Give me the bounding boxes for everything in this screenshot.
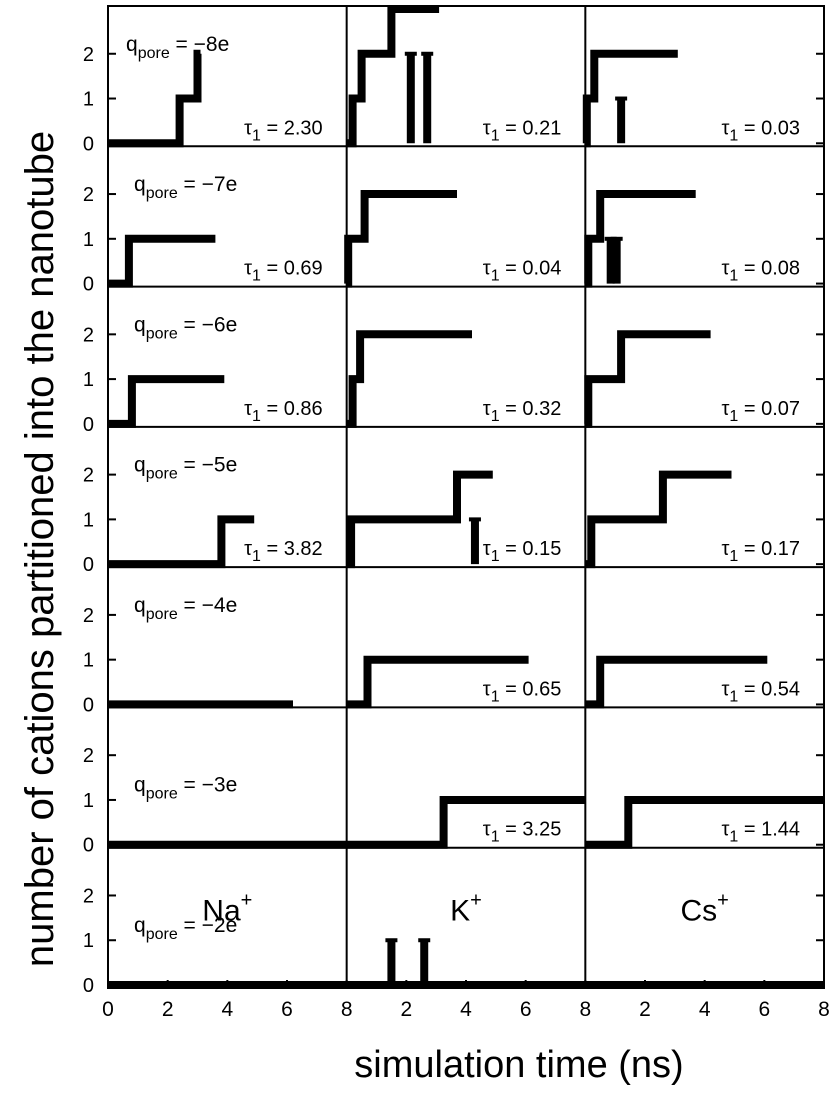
x-tick-label: 8	[818, 998, 830, 1021]
step-trace	[582, 49, 678, 148]
panel-annotations: τ1 = 2.30 τ1 = 0.21 τ1 = 0.03 qpore = −8e τ1…	[124, 31, 802, 945]
step-trace	[108, 49, 202, 148]
charge-label: qpore = −7e	[134, 173, 237, 202]
charge-label: qpore = −6e	[134, 313, 237, 342]
step-trace	[585, 470, 732, 569]
tau-label: τ1 = 1.44	[721, 819, 800, 846]
tau-label: τ1 = 0.04	[483, 258, 562, 285]
step-trace	[346, 5, 440, 148]
tau-label: τ1 = 0.15	[483, 538, 562, 565]
step-trace	[108, 515, 255, 569]
y-tick-label: 2	[83, 324, 94, 346]
y-tick-label: 2	[83, 44, 94, 66]
step-trace	[344, 190, 457, 288]
tau-label: τ1 = 3.25	[483, 819, 562, 846]
tau-label: τ1 = 3.82	[244, 538, 323, 565]
charge-label: qpore = −5e	[134, 454, 237, 483]
step-traces	[108, 5, 824, 989]
step-trace	[346, 796, 586, 849]
step-trace	[584, 190, 696, 288]
step-trace	[346, 330, 472, 428]
y-tick-label: 0	[83, 694, 94, 716]
charge-label: qpore = −2e	[134, 914, 237, 943]
tau-label: τ1 = 0.17	[721, 538, 800, 565]
y-tick-label: 1	[83, 229, 94, 251]
charge-label: qpore = −4e	[134, 594, 237, 623]
y-tick-label: 0	[83, 835, 94, 857]
y-tick-label: 0	[83, 414, 94, 436]
tau-label: τ1 = 0.03	[721, 117, 800, 144]
step-trace	[346, 655, 529, 709]
tau-label: τ1 = 0.08	[721, 258, 800, 285]
step-trace	[108, 375, 225, 428]
axes: 0 1 2 0 1 2 0 1 2 0 1 2 0 1 2 0 1 2 0 1 2 0 2 4 6 8 2 4 6 8 2 4 6 8	[83, 44, 830, 1021]
y-tick-label: 1	[83, 790, 94, 812]
tau-label: τ1 = 0.54	[721, 678, 800, 705]
y-tick-label: 2	[83, 885, 94, 907]
tau-label: τ1 = 0.86	[244, 398, 323, 425]
x-tick-label: 4	[460, 998, 472, 1021]
x-tick-label: 2	[162, 998, 174, 1021]
y-tick-label: 0	[83, 133, 94, 155]
ion-label-cs: Cs+	[680, 890, 728, 928]
y-tick-label: 1	[83, 369, 94, 391]
y-tick-label: 0	[83, 975, 94, 997]
y-tick-label: 0	[83, 274, 94, 296]
tau-label: τ1 = 2.30	[244, 117, 323, 144]
x-tick-label: 2	[639, 998, 651, 1021]
x-tick-label: 6	[520, 998, 532, 1021]
y-tick-label: 1	[83, 930, 94, 952]
x-tick-label: 4	[699, 998, 711, 1021]
tau-label: τ1 = 0.07	[721, 398, 800, 425]
x-tick-label: 0	[102, 998, 114, 1021]
ion-label-k: K+	[450, 890, 482, 928]
step-trace	[585, 796, 824, 849]
ion-label-na: Na+	[202, 890, 252, 928]
tau-label: τ1 = 0.21	[483, 117, 562, 144]
x-tick-label: 8	[341, 998, 353, 1021]
y-tick-label: 2	[83, 184, 94, 206]
y-tick-label: 2	[83, 745, 94, 767]
tau-label: τ1 = 0.69	[244, 258, 323, 285]
x-axis-label: simulation time (ns)	[354, 1044, 683, 1086]
tau-label: τ1 = 0.65	[483, 678, 562, 705]
step-trace	[585, 655, 768, 709]
charge-label: qpore = −8e	[126, 33, 229, 62]
charge-label: qpore = −3e	[134, 774, 237, 803]
x-tick-label: 6	[758, 998, 770, 1021]
x-tick-label: 8	[579, 998, 591, 1021]
step-trace	[584, 330, 711, 428]
y-axis-label: number of cations partitioned into the n…	[18, 131, 62, 967]
x-tick-label: 2	[400, 998, 412, 1021]
y-tick-label: 2	[83, 465, 94, 487]
step-trace	[108, 234, 216, 288]
x-tick-label: 4	[221, 998, 233, 1021]
y-tick-label: 2	[83, 605, 94, 627]
step-trace	[346, 470, 493, 569]
x-tick-label: 6	[281, 998, 293, 1021]
y-tick-label: 1	[83, 650, 94, 672]
y-tick-label: 0	[83, 554, 94, 576]
y-tick-label: 1	[83, 509, 94, 531]
tau-label: τ1 = 0.32	[483, 398, 562, 425]
y-tick-label: 1	[83, 89, 94, 111]
